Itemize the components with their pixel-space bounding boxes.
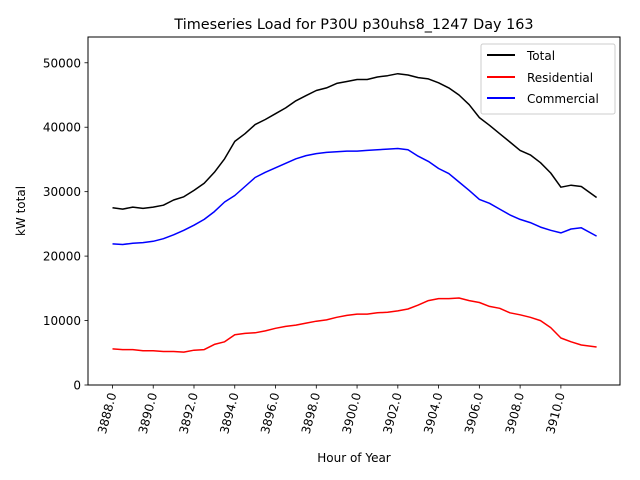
y-tick-label: 50000 [43, 56, 81, 70]
y-axis-ticks: 0 10000 20000 30000 40000 50000 [43, 56, 88, 393]
legend-item-commercial: Commercial [487, 92, 599, 106]
y-tick-label: 0 [73, 379, 81, 393]
plot-area [87, 36, 621, 386]
legend-label-commercial: Commercial [527, 92, 599, 106]
legend: Total Residential Commercial [480, 43, 616, 115]
y-axis-label: kW total [14, 186, 28, 236]
legend-box [480, 43, 616, 115]
chart-title: Timeseries Load for P30U p30uhs8_1247 Da… [173, 17, 533, 33]
series-line-residential [112, 297, 597, 353]
series-line-total [112, 72, 598, 210]
y-tick-label: 20000 [43, 250, 81, 264]
series-layer [112, 72, 598, 353]
series-line-commercial [112, 147, 597, 246]
axes-frame [87, 36, 621, 386]
legend-label-residential: Residential [527, 71, 593, 85]
y-tick-label: 40000 [43, 121, 81, 135]
y-tick-label: 10000 [43, 314, 81, 328]
legend-label-total: Total [526, 49, 555, 63]
x-axis-label: Hour of Year [317, 451, 391, 465]
y-tick-label: 30000 [43, 185, 81, 199]
legend-item-residential: Residential [487, 71, 593, 85]
legend-item-total: Total [487, 49, 555, 63]
